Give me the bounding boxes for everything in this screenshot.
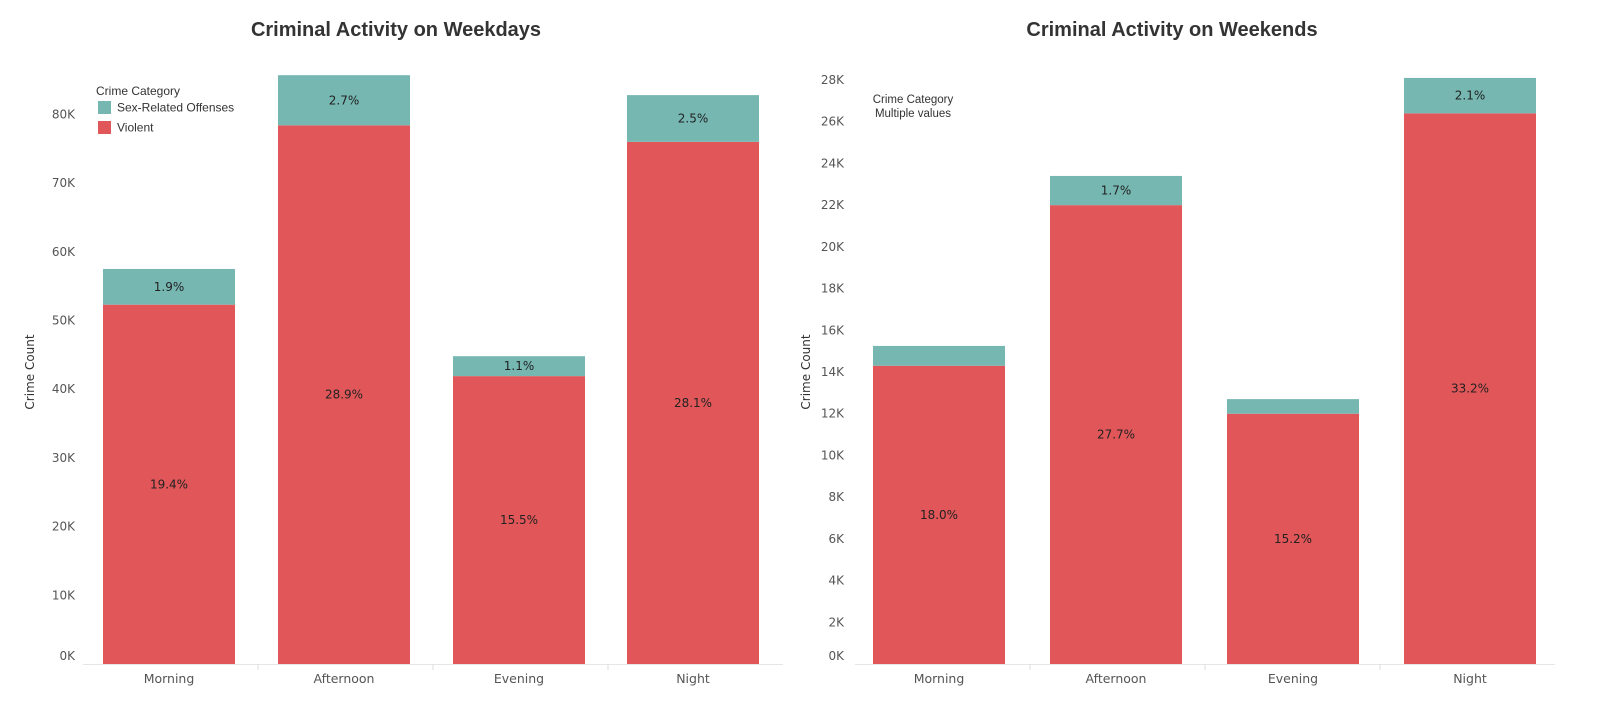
bar-sex-related-offenses-evening[interactable] <box>1227 399 1359 414</box>
y-tick-label: 40K <box>52 382 76 396</box>
filter-note: Crime Category Multiple values <box>873 94 954 120</box>
bar-sex-related-offenses-morning[interactable] <box>103 268 235 305</box>
y-tick-label: 10K <box>52 588 76 602</box>
x-tick-label: Afternoon <box>1086 671 1147 686</box>
legend-swatch[interactable] <box>98 121 111 134</box>
y-tick-label: 60K <box>52 245 76 259</box>
chart-panel-0: Criminal Activity on Weekdays Crime Count… <box>23 19 783 686</box>
bar-violent-afternoon[interactable] <box>1050 205 1182 664</box>
x-tick-label: Night <box>1453 671 1487 686</box>
y-tick-label: 8K <box>828 490 845 504</box>
y-tick-label: 10K <box>821 448 845 462</box>
y-tick-label: 22K <box>821 198 845 212</box>
bar-sex-related-offenses-night[interactable] <box>1404 77 1536 114</box>
x-tick-label: Morning <box>914 671 965 686</box>
bar-sex-related-offenses-afternoon[interactable] <box>1050 175 1182 206</box>
bar-sex-related-offenses-afternoon[interactable] <box>278 75 410 126</box>
legend-swatch[interactable] <box>98 101 111 114</box>
y-tick-label: 2K <box>828 615 845 629</box>
bar-violent-morning[interactable] <box>873 365 1005 664</box>
x-tick-label: Evening <box>494 671 544 686</box>
y-tick-label: 80K <box>52 107 76 121</box>
y-tick-label: 6K <box>828 532 845 546</box>
bar-violent-evening[interactable] <box>1227 413 1359 664</box>
bar-sex-related-offenses-evening[interactable] <box>453 356 585 377</box>
y-tick-label: 24K <box>821 156 845 170</box>
y-tick-label: 14K <box>821 365 845 379</box>
y-tick-label: 18K <box>821 282 845 296</box>
bar-data-label: 2.7% <box>329 93 360 107</box>
y-tick-label: 50K <box>52 313 76 327</box>
legend: Crime Category Sex-Related Offenses Violen… <box>96 84 234 135</box>
y-tick-label: 26K <box>821 115 845 129</box>
chart-title: Criminal Activity on Weekends <box>1026 19 1317 41</box>
bar-violent-night[interactable] <box>1404 113 1536 664</box>
y-tick-label: 12K <box>821 407 845 421</box>
y-tick-label: 28K <box>821 73 845 87</box>
bar-data-label: 1.7% <box>1101 184 1132 198</box>
legend-title: Crime Category <box>96 84 180 98</box>
bar-data-label: 28.9% <box>325 388 363 402</box>
bar-data-label: 15.5% <box>500 513 538 527</box>
x-tick-label: Morning <box>144 671 195 686</box>
filter-note-value: Multiple values <box>875 108 951 120</box>
bar-data-label: 2.1% <box>1455 89 1486 103</box>
chart-panel-1: Criminal Activity on Weekends Crime Count… <box>799 19 1555 686</box>
bar-data-label: 27.7% <box>1097 428 1135 442</box>
bar-violent-night[interactable] <box>627 141 759 664</box>
bar-violent-afternoon[interactable] <box>278 125 410 664</box>
bar-violent-morning[interactable] <box>103 304 235 664</box>
bar-data-label: 19.4% <box>150 477 188 491</box>
y-axis-label: Crime Count <box>23 334 37 409</box>
legend-item-label[interactable]: Violent <box>117 121 154 135</box>
y-tick-label: 30K <box>52 451 76 465</box>
bar-data-label: 1.1% <box>504 359 535 373</box>
y-axis-label: Crime Count <box>799 334 813 409</box>
y-tick-label: 70K <box>52 176 76 190</box>
bar-data-label: 18.0% <box>920 508 958 522</box>
filter-note-title: Crime Category <box>873 94 954 106</box>
y-tick-label: 16K <box>821 323 845 337</box>
y-tick-label: 20K <box>821 240 845 254</box>
bar-data-label: 28.1% <box>674 396 712 410</box>
chart-title: Criminal Activity on Weekdays <box>251 19 541 41</box>
x-tick-label: Night <box>676 671 710 686</box>
bar-data-label: 1.9% <box>154 280 185 294</box>
bar-data-label: 15.2% <box>1274 532 1312 546</box>
bar-violent-evening[interactable] <box>453 376 585 664</box>
bar-data-label: 2.5% <box>678 111 709 125</box>
bar-sex-related-offenses-morning[interactable] <box>873 345 1005 366</box>
y-tick-label: 0K <box>828 649 845 663</box>
legend-item-label[interactable]: Sex-Related Offenses <box>117 101 234 115</box>
x-tick-label: Evening <box>1268 671 1318 686</box>
y-tick-label: 4K <box>828 574 845 588</box>
bar-data-label: 33.2% <box>1451 382 1489 396</box>
y-tick-label: 0K <box>59 649 76 663</box>
x-tick-label: Afternoon <box>314 671 375 686</box>
bar-sex-related-offenses-night[interactable] <box>627 95 759 142</box>
y-tick-label: 20K <box>52 520 76 534</box>
